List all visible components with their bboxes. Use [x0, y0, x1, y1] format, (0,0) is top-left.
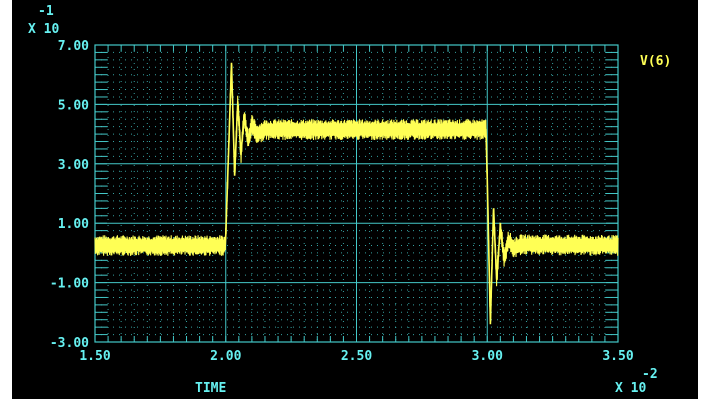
x-multiplier-exponent: -2: [642, 367, 658, 382]
trace-layer: [94, 62, 619, 325]
legend-entry-v6: V(6): [640, 54, 671, 69]
y-tick-label: 5.00: [58, 98, 89, 113]
x-tick-label: 3.00: [472, 349, 503, 364]
y-tick-label: 3.00: [58, 158, 89, 173]
x-tick-label: 1.50: [79, 349, 110, 364]
x-tick-label: 2.00: [210, 349, 241, 364]
y-multiplier-exponent: -1: [38, 4, 54, 19]
x-multiplier-label: X 10: [615, 381, 646, 396]
series-envelope-v6: [95, 62, 619, 325]
y-multiplier-label: X 10: [28, 22, 59, 37]
plot-screen: 7.00 5.00 3.00 1.00 -1.00 -3.00 1.50 2.00 2.50 3.…: [12, 0, 698, 399]
axis-labels: 7.00 5.00 3.00 1.00 -1.00 -3.001.50 2.00 2.50 3.…: [50, 39, 634, 364]
grid: [94, 44, 619, 343]
series-line-v6: [94, 64, 619, 322]
y-tick-label: -1.00: [50, 277, 89, 292]
plot-frame: [94, 44, 619, 343]
y-tick-label: -3.00: [50, 336, 89, 351]
x-axis-label: TIME: [195, 381, 226, 396]
x-tick-label: 2.50: [341, 349, 372, 364]
y-tick-label: 7.00: [58, 39, 89, 54]
x-tick-label: 3.50: [602, 349, 633, 364]
y-tick-label: 1.00: [58, 217, 89, 232]
chart: 7.00 5.00 3.00 1.00 -1.00 -3.001.50 2.00 2.50 3.…: [28, 4, 671, 396]
